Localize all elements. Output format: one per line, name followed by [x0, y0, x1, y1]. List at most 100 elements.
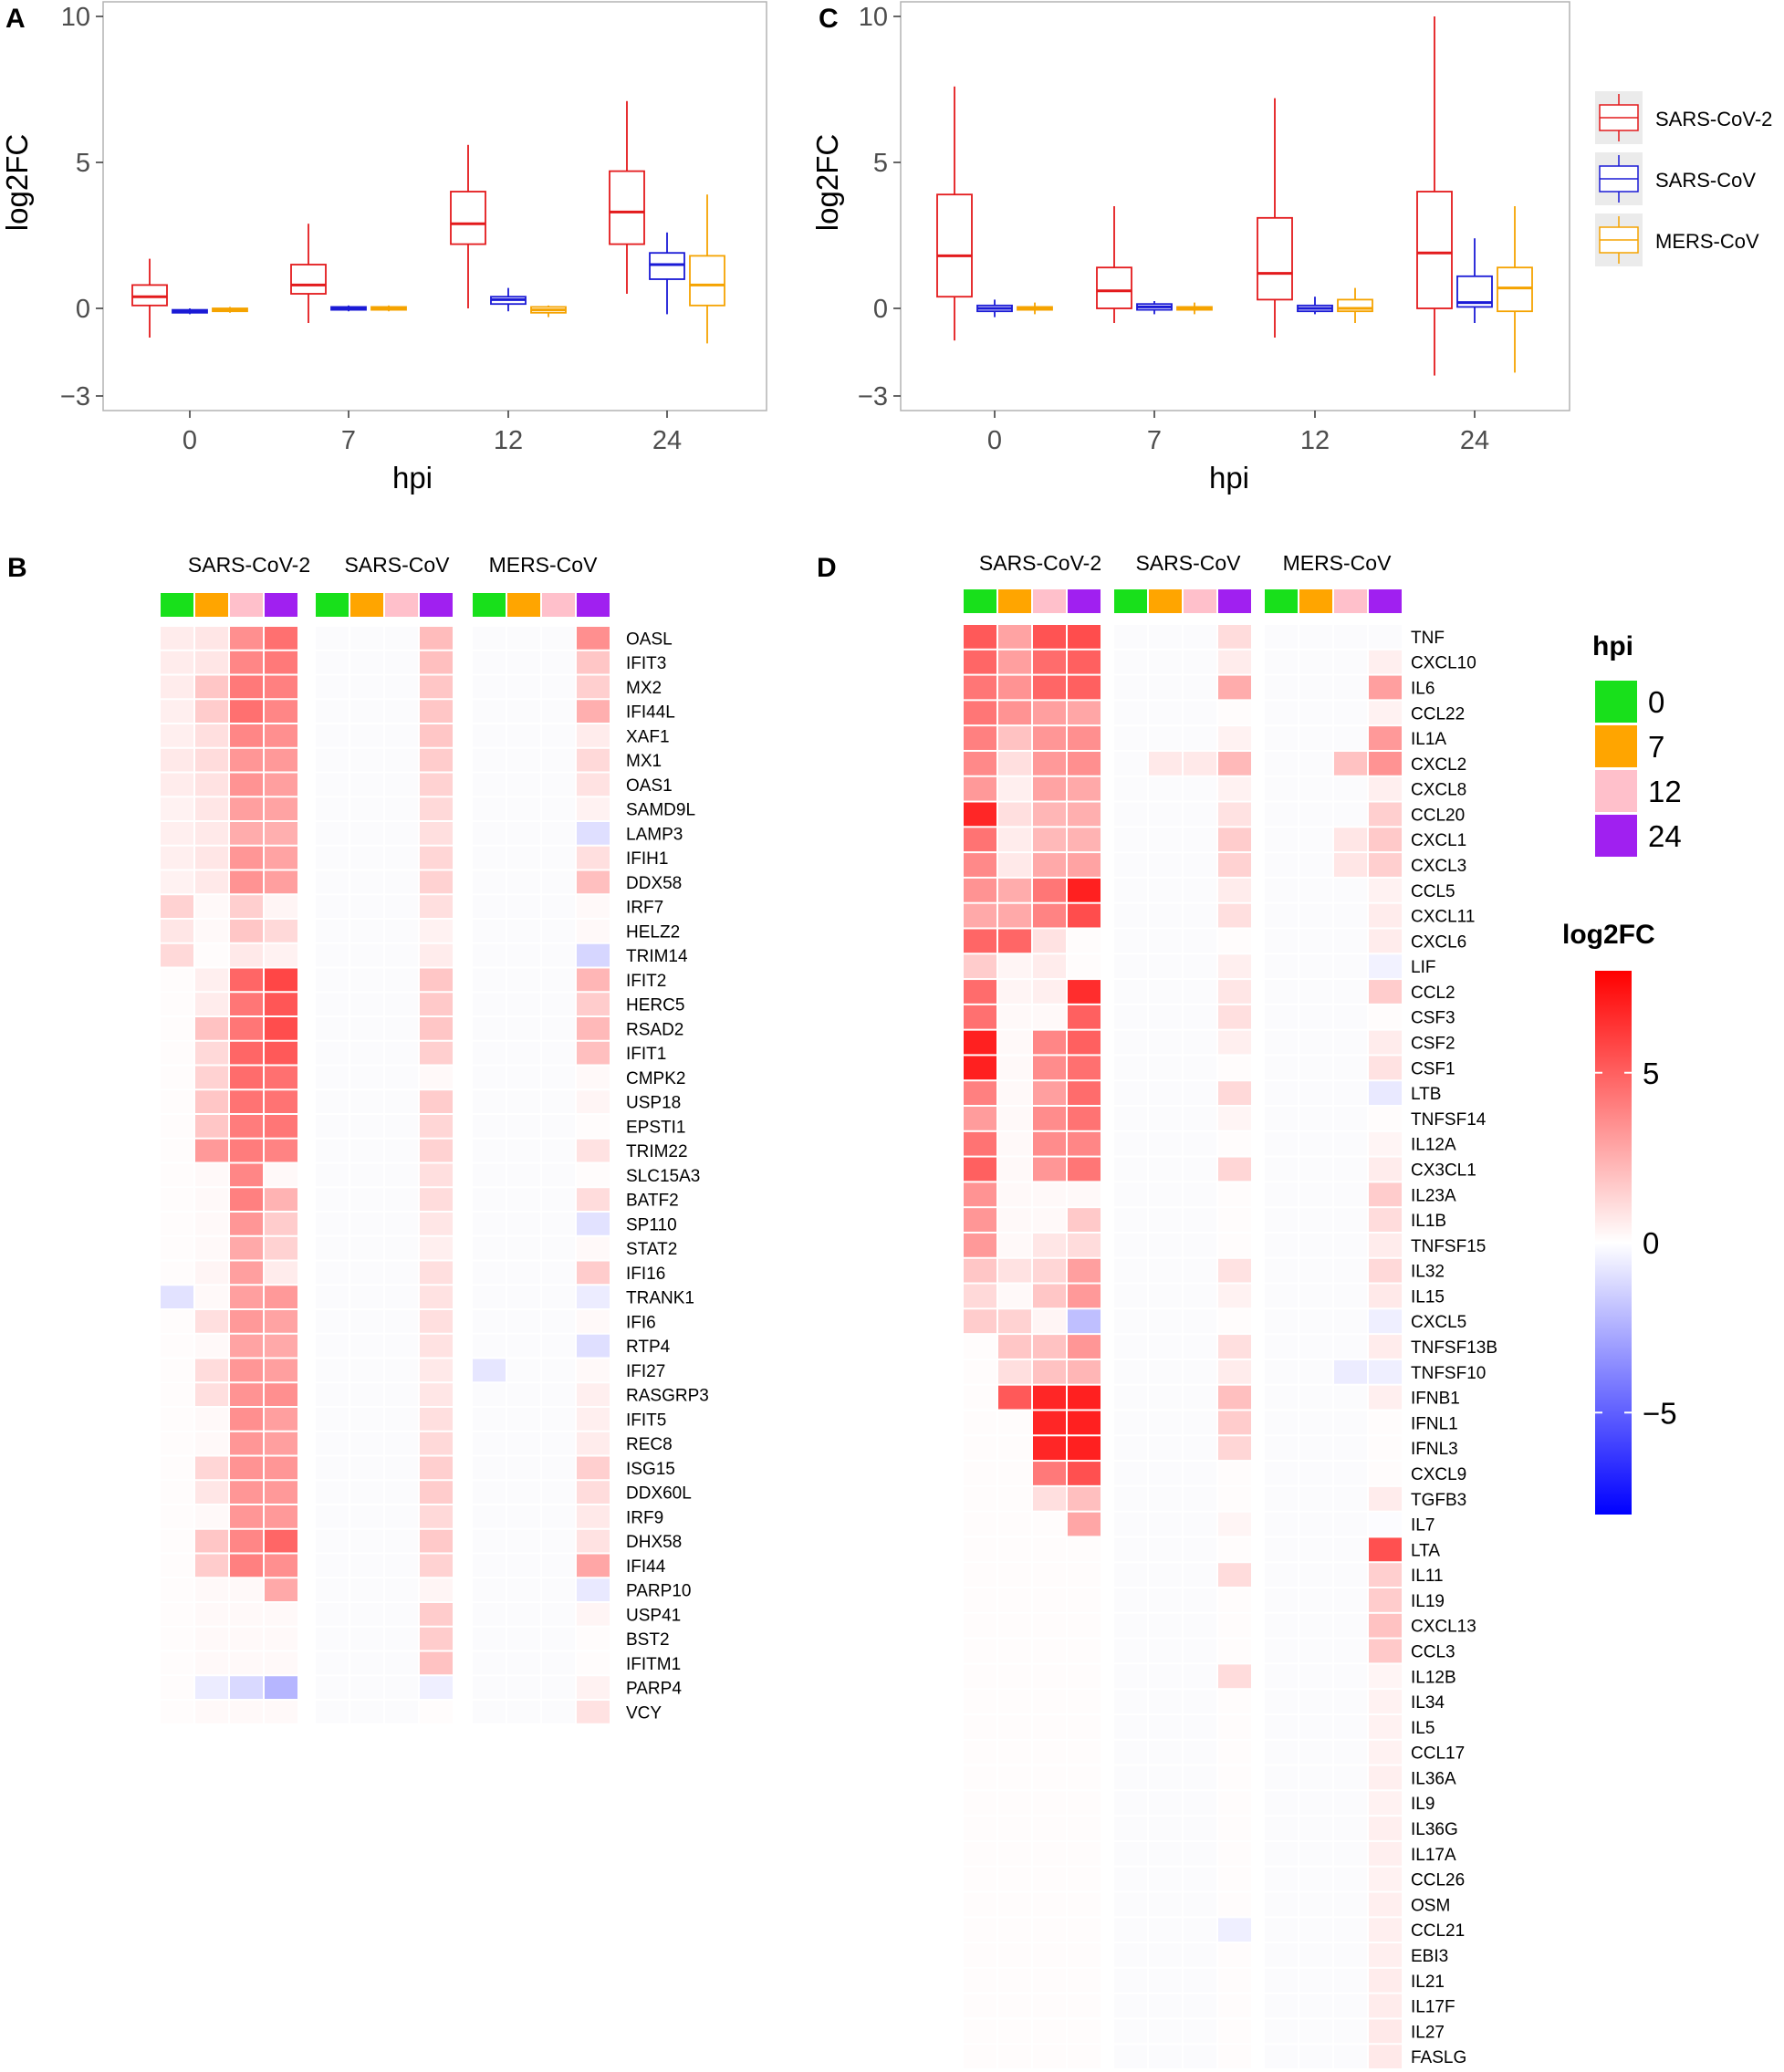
- heatmap-cell: [420, 651, 453, 674]
- heatmap-cell: [1114, 1258, 1147, 1283]
- heatmap-cell: [420, 675, 453, 699]
- heatmap-cell: [1184, 1208, 1216, 1232]
- heatmap-cell: [1299, 1892, 1332, 1917]
- heatmap-cell: [577, 748, 610, 772]
- heatmap-cell: [577, 1408, 610, 1431]
- heatmap-cell: [1299, 1030, 1332, 1055]
- heatmap-cell: [385, 1383, 418, 1406]
- boxplot-panel-a: −3 0 5 10 0 7 12 24 hpi log2FC: [0, 1, 767, 495]
- heatmap-cell: [1218, 1968, 1251, 1993]
- heatmap-cell: [385, 1066, 418, 1089]
- heatmap-cell: [1184, 1613, 1216, 1638]
- heatmap-cell: [1184, 1233, 1216, 1257]
- virus-legend: SARS-CoV-2 SARS-CoV MERS-CoV: [1595, 91, 1772, 266]
- heatmap-cell: [265, 773, 297, 797]
- heatmap-cell: [1033, 1892, 1066, 1917]
- heatmap-cell: [1299, 1486, 1332, 1511]
- heatmap-cell: [998, 1436, 1031, 1461]
- gene-label-cxcl2: CXCL2: [1411, 755, 1466, 775]
- heatmap-cell: [1114, 1664, 1147, 1689]
- heatmap-cell: [542, 675, 575, 699]
- heatmap-cell: [1033, 1613, 1066, 1638]
- heatmap-cell: [385, 724, 418, 747]
- group-title-b-sars-cov-2: SARS-CoV-2: [188, 553, 310, 577]
- heatmap-cell: [265, 1041, 297, 1065]
- box-sars-cov-0: [172, 308, 208, 315]
- heatmap-cell: [1033, 1208, 1066, 1232]
- heatmap-cell: [1369, 1765, 1402, 1790]
- heatmap-cell: [1299, 1765, 1332, 1790]
- heatmap-cell: [1114, 1030, 1147, 1055]
- heatmap-cell: [542, 993, 575, 1015]
- heatmap-cell: [964, 1892, 996, 1917]
- heatmap-cell: [1218, 650, 1251, 674]
- heatmap-cell: [1334, 1892, 1367, 1917]
- hpi-strip-cell: [1184, 589, 1216, 613]
- heatmap-cell: [473, 627, 506, 650]
- heatmap-cell: [577, 1310, 610, 1333]
- heatmap-cell: [507, 773, 540, 797]
- heatmap-cell: [998, 878, 1031, 902]
- heatmap-cell: [1265, 1030, 1298, 1055]
- heatmap-cell: [385, 1163, 418, 1187]
- heatmap-cell: [1369, 1537, 1402, 1562]
- heatmap-cell: [385, 1310, 418, 1333]
- heatmap-cell: [161, 1359, 193, 1382]
- heatmap-cell: [1265, 675, 1298, 700]
- heatmap-cell: [1334, 1740, 1367, 1765]
- heatmap-cell: [1218, 1664, 1251, 1689]
- heatmap-cell: [316, 1676, 349, 1699]
- gene-label-xaf1: XAF1: [626, 727, 670, 746]
- heatmap-cell: [542, 1286, 575, 1308]
- heatmap-cell: [385, 870, 418, 894]
- heatmap-cell: [1033, 650, 1066, 674]
- heatmap-cell: [1184, 1765, 1216, 1790]
- heatmap-cell: [1265, 1714, 1298, 1739]
- heatmap-cell: [1369, 1233, 1402, 1257]
- heatmap-cell: [507, 724, 540, 747]
- heatmap-cell: [265, 1701, 297, 1723]
- heatmap-cell: [542, 1041, 575, 1065]
- heatmap-cell: [1218, 1056, 1251, 1080]
- heatmap-cell: [1334, 1791, 1367, 1816]
- heatmap-cell: [1068, 1284, 1101, 1308]
- heatmap-cell: [473, 943, 506, 967]
- heatmap-cell: [265, 943, 297, 967]
- box-mers-cov-0: [1017, 302, 1053, 315]
- heatmap-cell: [1265, 903, 1298, 928]
- hpi-strip-cell: [1299, 589, 1332, 613]
- gene-label-ifih1: IFIH1: [626, 849, 668, 869]
- heatmap-cell: [1299, 1005, 1332, 1029]
- heatmap-cell: [161, 700, 193, 723]
- heatmap-cell: [1334, 1512, 1367, 1536]
- heatmap-cell: [1369, 1740, 1402, 1765]
- heatmap-cell: [1184, 853, 1216, 877]
- heatmap-cell: [1265, 1107, 1298, 1130]
- heatmap-cell: [1334, 751, 1367, 776]
- heatmap-cell: [1299, 1968, 1332, 1993]
- heatmap-cell: [507, 1041, 540, 1065]
- gene-label-bst2: BST2: [626, 1630, 670, 1650]
- heatmap-cell: [1114, 1537, 1147, 1562]
- heatmap-cell: [350, 846, 383, 869]
- heatmap-cell: [1068, 980, 1101, 1004]
- heatmap-cell: [230, 1529, 263, 1553]
- heatmap-cell: [1184, 802, 1216, 827]
- heatmap-cell: [161, 1188, 193, 1211]
- heatmap-cell: [998, 1233, 1031, 1257]
- heatmap-cell: [1299, 1994, 1332, 2018]
- heatmap-cell: [1299, 675, 1332, 700]
- heatmap-cell: [1149, 1233, 1182, 1257]
- heatmap-cell: [998, 828, 1031, 852]
- heatmap-cell: [542, 870, 575, 894]
- group-title-b-mers-cov: MERS-CoV: [489, 553, 599, 577]
- heatmap-cell: [195, 1261, 228, 1285]
- heatmap-cell: [1334, 1107, 1367, 1130]
- heatmap-cell: [1334, 1081, 1367, 1106]
- box-mers-cov-24: [1497, 206, 1533, 373]
- heatmap-cell: [265, 822, 297, 845]
- heatmap-cell: [161, 1408, 193, 1431]
- heatmap-cell: [1184, 1740, 1216, 1765]
- heatmap-cell: [161, 1676, 193, 1699]
- heatmap-cell: [316, 1481, 349, 1504]
